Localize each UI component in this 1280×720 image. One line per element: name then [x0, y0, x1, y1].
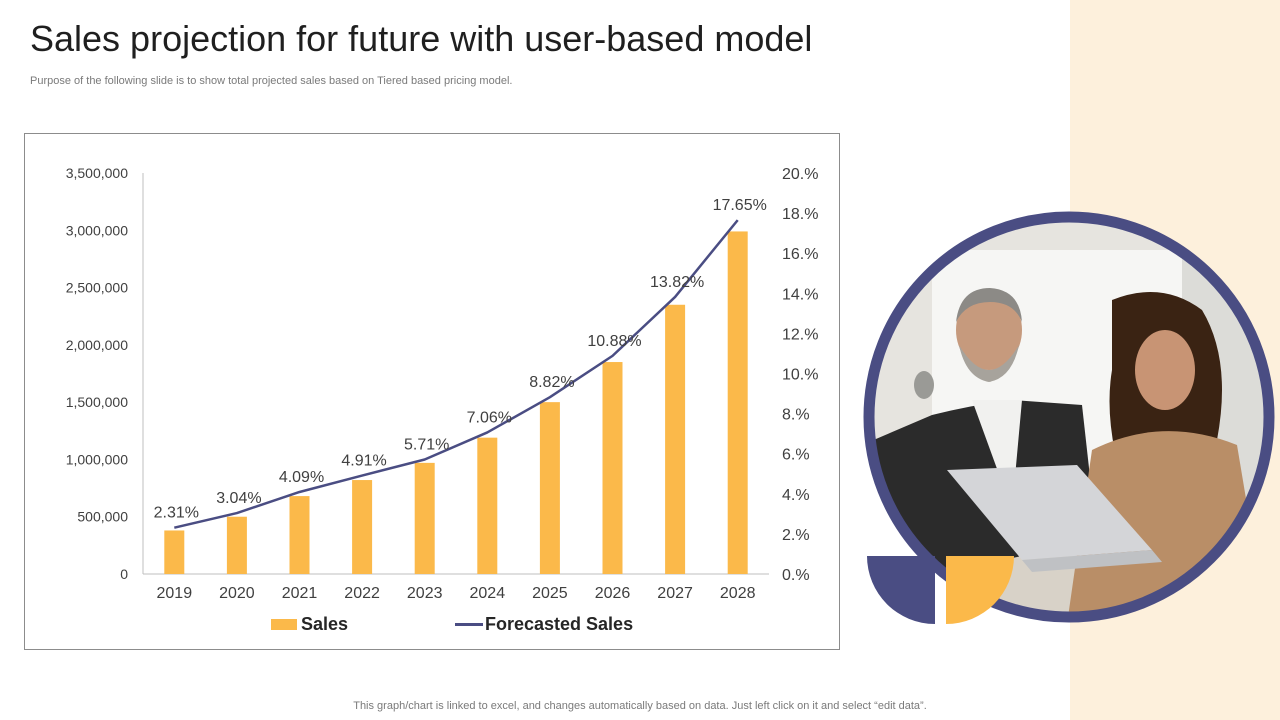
- left-tick-label: 1,000,000: [66, 451, 128, 467]
- forecast-data-label: 7.06%: [467, 409, 512, 426]
- x-tick-label: 2026: [595, 585, 631, 602]
- x-tick-label: 2024: [470, 585, 506, 602]
- legend-item-sales[interactable]: Sales: [271, 614, 348, 635]
- right-tick-label: 18.%: [782, 206, 818, 223]
- footer-note: This graph/chart is linked to excel, and…: [353, 700, 927, 712]
- sales-chart[interactable]: 0 500,000 1,000,000 1,500,000 2,000,000 2,500…: [25, 134, 839, 609]
- legend-label-forecasted-sales: Forecasted Sales: [485, 614, 634, 634]
- sales-bar[interactable]: [164, 530, 185, 574]
- x-tick-label: 2025: [532, 585, 568, 602]
- page-subtitle: Purpose of the following slide is to sho…: [30, 75, 513, 87]
- forecast-data-label: 4.91%: [341, 453, 386, 470]
- forecast-line: [174, 219, 739, 529]
- sales-bar[interactable]: [602, 362, 623, 574]
- forecast-data-labels: 2.31% 3.04% 4.09% 4.91% 5.71% 7.06% 8.82% 10.88…: [154, 197, 767, 522]
- x-tick-label: 2027: [657, 585, 693, 602]
- sales-bar[interactable]: [289, 496, 310, 574]
- forecast-data-label: 17.65%: [713, 197, 767, 214]
- right-axis-ticks: 0.% 2.% 4.% 6.% 8.% 10.% 12.% 14.% 16.% 18.% 20.%: [782, 166, 818, 584]
- legend-label-sales: Sales: [301, 614, 349, 634]
- sales-bar[interactable]: [539, 402, 560, 574]
- forecast-data-label: 4.09%: [279, 469, 324, 486]
- x-tick-label: 2019: [157, 585, 193, 602]
- x-axis-ticks: 2019 2020 2021 2022 2023 2024 2025 2026 2027 2028: [157, 585, 756, 602]
- right-tick-label: 4.%: [782, 487, 810, 504]
- left-tick-label: 1,500,000: [66, 394, 128, 410]
- x-tick-label: 2021: [282, 585, 318, 602]
- x-tick-label: 2020: [219, 585, 255, 602]
- legend-swatch-forecasted-sales: [455, 623, 483, 626]
- right-tick-label: 20.%: [782, 166, 818, 183]
- forecast-data-label: 10.88%: [587, 333, 641, 350]
- left-tick-label: 0: [120, 566, 128, 582]
- forecast-data-label: 13.82%: [650, 274, 704, 291]
- forecast-data-label: 8.82%: [529, 374, 574, 391]
- page-title: Sales projection for future with user-ba…: [30, 18, 813, 59]
- left-tick-label: 2,500,000: [66, 280, 128, 296]
- sales-bars: [164, 231, 748, 574]
- x-tick-label: 2022: [344, 585, 380, 602]
- sales-bar[interactable]: [352, 480, 373, 574]
- sales-bar[interactable]: [414, 462, 435, 574]
- legend-item-forecasted-sales[interactable]: Forecasted Sales: [455, 614, 633, 635]
- left-axis-ticks: 0 500,000 1,000,000 1,500,000 2,000,000 2,500…: [66, 165, 129, 582]
- sales-bar[interactable]: [477, 437, 498, 574]
- left-tick-label: 2,000,000: [66, 337, 128, 353]
- meeting-photo: [862, 210, 1276, 624]
- right-tick-label: 12.%: [782, 326, 818, 343]
- right-tick-label: 16.%: [782, 246, 818, 263]
- left-tick-label: 3,500,000: [66, 165, 128, 181]
- chart-frame[interactable]: 0 500,000 1,000,000 1,500,000 2,000,000 2,500…: [24, 133, 840, 650]
- forecast-data-label: 3.04%: [216, 490, 261, 507]
- x-tick-label: 2028: [720, 585, 756, 602]
- right-tick-label: 14.%: [782, 286, 818, 303]
- left-tick-label: 3,000,000: [66, 222, 128, 238]
- sales-bar[interactable]: [727, 231, 748, 574]
- right-tick-label: 8.%: [782, 407, 810, 424]
- x-tick-label: 2023: [407, 585, 443, 602]
- forecast-data-label: 5.71%: [404, 437, 449, 454]
- left-tick-label: 500,000: [77, 509, 128, 525]
- sales-bar[interactable]: [226, 516, 247, 574]
- right-tick-label: 6.%: [782, 447, 810, 464]
- right-tick-label: 10.%: [782, 367, 818, 384]
- legend-swatch-sales: [271, 619, 297, 630]
- sales-bar[interactable]: [665, 304, 686, 574]
- right-tick-label: 2.%: [782, 527, 810, 544]
- chart-legend: Sales Forecasted Sales: [25, 614, 839, 638]
- right-tick-label: 0.%: [782, 567, 810, 584]
- forecast-data-label: 2.31%: [154, 505, 199, 522]
